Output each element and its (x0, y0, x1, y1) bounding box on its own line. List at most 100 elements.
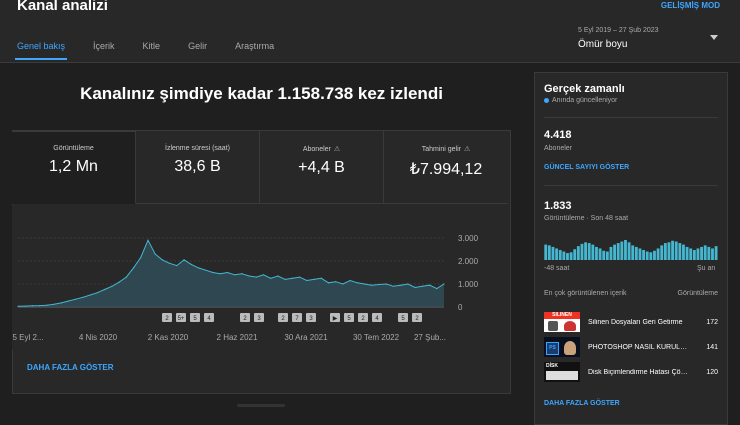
x-tick-label: 27 Şub... (414, 333, 446, 342)
data-point (407, 283, 409, 285)
top-video-item[interactable]: PS PHOTOSHOP NASIL KURULUR 141 (544, 337, 718, 357)
event-marker[interactable]: 5+ (176, 313, 186, 322)
event-marker[interactable]: 5 (344, 313, 354, 322)
data-point (371, 284, 373, 286)
metric-watch-time[interactable]: İzlenme süresi (saat) 38,6 B (136, 130, 260, 204)
show-live-count-button[interactable]: GÜNCEL SAYIYI GÖSTER (544, 164, 630, 171)
hourly-bar (569, 252, 573, 260)
period-selector[interactable]: Ömür boyu (578, 39, 628, 50)
hourly-bar (555, 248, 559, 260)
event-marker[interactable]: 4 (204, 313, 214, 322)
event-marker[interactable]: 2 (278, 313, 288, 322)
event-marker[interactable]: 3 (306, 313, 316, 322)
event-marker[interactable]: ▶ (330, 313, 340, 322)
metric-subscribers[interactable]: Aboneler ⚠ +4,4 B (260, 130, 384, 204)
data-point (183, 259, 185, 261)
chevron-down-icon[interactable] (710, 35, 718, 40)
hourly-bar (638, 248, 642, 260)
hourly-bar (566, 253, 569, 260)
hourly-bar (642, 250, 645, 260)
y-tick-label: 0 (458, 303, 463, 312)
event-marker[interactable]: 2 (412, 313, 422, 322)
y-tick-label: 2.000 (458, 257, 479, 266)
hourly-bar (671, 240, 674, 260)
hourly-bar (711, 248, 714, 260)
data-point (342, 283, 344, 285)
hourly-bar (700, 246, 704, 260)
event-marker[interactable]: 2 (162, 313, 172, 322)
video-thumbnail: DİSK (544, 362, 580, 382)
tab-revenue[interactable]: Gelir (188, 41, 208, 51)
page-title: Kanal analizi (17, 0, 108, 14)
metric-value: +4,4 B (298, 159, 345, 176)
event-marker[interactable]: 2 (358, 313, 368, 322)
hourly-bar (660, 245, 664, 260)
hourly-bar (674, 241, 678, 260)
data-point (46, 304, 48, 306)
video-thumbnail: SİLİNEN (544, 312, 580, 332)
data-point (147, 239, 149, 241)
data-point (378, 283, 380, 286)
metric-revenue[interactable]: Tahmini gelir ⚠ ₺7.994,12 (384, 130, 508, 204)
tab-research[interactable]: Araştırma (235, 41, 275, 51)
top-video-item[interactable]: SİLİNEN Silinen Dosyaları Geri Getirme 1… (544, 312, 718, 332)
video-thumbnail: PS (544, 337, 580, 357)
scroll-handle[interactable] (237, 404, 285, 407)
date-range-label[interactable]: 5 Eyl 2019 – 27 Şub 2023 (578, 27, 659, 34)
event-marker-label: 5 (193, 316, 197, 322)
tab-overview[interactable]: Genel bakış (14, 41, 68, 60)
data-point (212, 271, 214, 274)
metric-label: Aboneler (302, 146, 331, 153)
event-marker-label: 4 (207, 316, 211, 322)
x-tick-label: 30 Tem 2022 (353, 333, 400, 342)
event-marker[interactable]: 2 (240, 313, 250, 322)
subscriber-label: Aboneler (544, 145, 573, 152)
realtime-show-more-button[interactable]: DAHA FAZLA GÖSTER (544, 400, 620, 407)
top-video-item[interactable]: DİSK Disk Biçimlendirme Hatası Çözümü 12… (544, 362, 718, 382)
data-point (96, 292, 99, 294)
hourly-bar (703, 245, 707, 260)
x-tick-label: 4 Nis 2020 (79, 333, 118, 342)
event-marker[interactable]: 5 (398, 313, 408, 322)
data-point (428, 284, 431, 286)
hourly-bar (707, 246, 711, 260)
data-point (392, 285, 395, 287)
event-marker[interactable]: 5 (190, 313, 200, 322)
event-marker-label: 3 (309, 316, 313, 322)
event-marker-label: 5 (347, 316, 351, 322)
data-point (154, 253, 156, 255)
video-views: 172 (706, 318, 718, 326)
top-content-metric: Görüntüleme (677, 290, 718, 297)
data-point (161, 259, 164, 261)
hourly-views-chart[interactable] (544, 238, 718, 260)
hourly-bar (624, 240, 627, 260)
advanced-mode-button[interactable]: GELİŞMİŞ MOD (660, 1, 720, 10)
event-marker-label: 2 (281, 316, 285, 322)
tab-audience[interactable]: Kitle (142, 41, 161, 51)
metric-views[interactable]: Görüntüleme 1,2 Mn (12, 130, 136, 204)
hourly-bar (620, 241, 624, 260)
event-marker[interactable]: 4 (372, 313, 382, 322)
hourly-bar (562, 251, 566, 260)
event-marker[interactable]: 7 (292, 313, 302, 322)
video-views: 141 (706, 343, 718, 351)
x-tick-label: 5 Eyl 2... (12, 333, 43, 342)
hourly-bar (558, 250, 562, 260)
hourly-bar (685, 246, 689, 260)
hourly-bar (656, 248, 660, 260)
tab-content[interactable]: İçerik (93, 41, 115, 51)
data-point (270, 277, 272, 279)
hourly-bar (598, 248, 602, 260)
data-point (118, 281, 120, 283)
show-more-button[interactable]: DAHA FAZLA GÖSTER (27, 363, 114, 372)
hourly-bar (609, 246, 613, 260)
data-point (169, 262, 171, 264)
hourly-bar (551, 246, 555, 260)
event-marker[interactable]: 3 (254, 313, 264, 322)
data-point (75, 298, 77, 300)
video-title: Silinen Dosyaları Geri Getirme (588, 318, 683, 326)
views-chart[interactable]: 3.000 2.000 1.000 0 2 5+ 5 4 2 3 2 7 3 ▶ 5 2 4 5 2 5 Eyl 2.… (12, 205, 509, 350)
y-tick-label: 3.000 (458, 234, 479, 243)
views-48h-label: Görüntüleme · Son 48 saat (544, 215, 629, 222)
hourly-bar (653, 250, 656, 260)
